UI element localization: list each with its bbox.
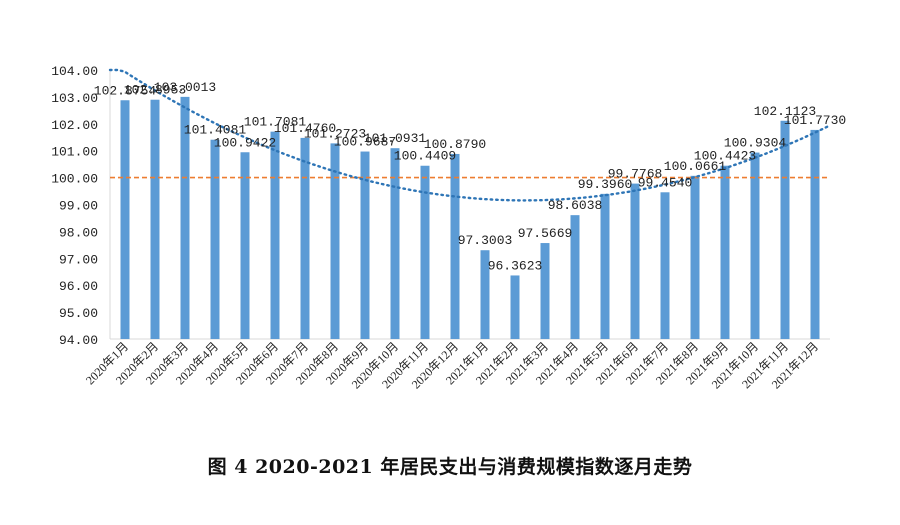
data-label: 100.8790 <box>424 137 486 152</box>
data-label: 100.4409 <box>394 149 456 164</box>
data-label: 100.9304 <box>724 136 787 151</box>
bar <box>600 193 610 339</box>
bar <box>810 129 820 339</box>
bar <box>450 153 460 339</box>
data-label: 101.2723 <box>304 126 366 141</box>
bar <box>540 243 550 339</box>
y-tick-label: 103.00 <box>51 91 98 106</box>
bar <box>210 139 220 339</box>
data-label: 99.3960 <box>578 177 633 192</box>
y-tick-label: 99.00 <box>59 199 98 214</box>
data-label: 101.0931 <box>364 131 427 146</box>
axes: 94.00 95.00 96.00 97.00 98.00 99.00 100.00 101.… <box>51 64 830 348</box>
bar <box>330 143 340 339</box>
data-label: 99.7768 <box>608 167 663 182</box>
bar <box>570 215 580 339</box>
bar <box>480 250 490 339</box>
data-label: 97.3003 <box>458 233 513 248</box>
data-label: 100.9687 <box>334 135 396 150</box>
bar <box>120 100 130 339</box>
data-label: 103.0013 <box>154 80 216 95</box>
data-label: 101.7730 <box>784 113 846 128</box>
trendline <box>108 68 832 202</box>
data-label: 100.0661 <box>664 159 727 174</box>
y-tick-label: 95.00 <box>59 306 98 321</box>
data-label: 102.8953 <box>124 83 186 98</box>
data-label: 100.4423 <box>694 149 756 164</box>
bar <box>150 99 160 339</box>
data-label: 100.9422 <box>214 135 276 150</box>
bar <box>390 148 400 339</box>
bar <box>300 137 310 339</box>
data-label: 99.4540 <box>638 175 693 190</box>
bar <box>360 151 370 339</box>
data-label: 102.1123 <box>754 104 816 119</box>
trendline-path <box>108 68 832 202</box>
bar <box>420 165 430 339</box>
bar <box>750 152 760 339</box>
data-label: 102.8754 <box>94 83 157 98</box>
y-tick-label: 100.00 <box>51 172 98 187</box>
x-tick-labels: 2020年1月2020年2月2020年3月2020年4月2020年5月2020年… <box>83 339 821 391</box>
chart-title: 图 4 2020-2021 年居民支出与消费规模指数逐月走势 <box>207 456 693 478</box>
y-tick-label: 98.00 <box>59 225 98 240</box>
y-tick-label: 102.00 <box>51 118 98 133</box>
y-tick-label: 94.00 <box>59 333 98 348</box>
y-tick-label: 97.00 <box>59 252 98 267</box>
bar <box>180 96 190 340</box>
data-label: 101.4081 <box>184 123 247 138</box>
bar <box>660 192 670 339</box>
data-label: 101.7081 <box>244 115 307 130</box>
bar <box>720 165 730 339</box>
bar <box>240 152 250 339</box>
bar <box>690 175 700 339</box>
data-label: 96.3623 <box>488 258 543 273</box>
bars <box>120 96 820 340</box>
data-label: 97.5669 <box>518 226 573 241</box>
y-tick-label: 101.00 <box>51 145 98 160</box>
y-tick-label: 104.00 <box>51 64 98 79</box>
data-label: 101.4760 <box>274 121 336 136</box>
bar <box>510 275 520 339</box>
bar <box>630 183 640 339</box>
bar <box>780 120 790 339</box>
bar <box>270 131 280 339</box>
data-label: 98.6038 <box>548 198 603 213</box>
y-tick-label: 96.00 <box>59 279 98 294</box>
